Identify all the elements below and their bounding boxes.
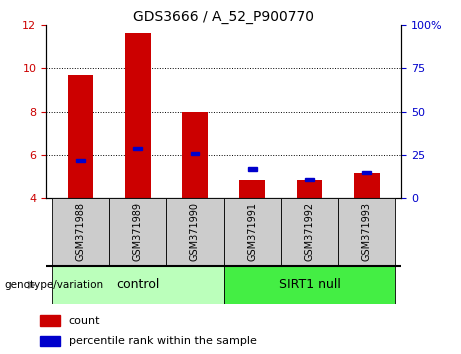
Bar — [239, 180, 265, 198]
Bar — [68, 75, 93, 198]
Bar — [76, 159, 85, 162]
FancyBboxPatch shape — [52, 266, 224, 304]
Bar — [40, 315, 60, 326]
FancyBboxPatch shape — [224, 266, 396, 304]
Text: control: control — [116, 279, 160, 291]
Bar — [354, 173, 379, 198]
Text: GSM371988: GSM371988 — [76, 202, 85, 261]
Bar — [191, 152, 199, 155]
Text: percentile rank within the sample: percentile rank within the sample — [69, 336, 257, 346]
Text: genotype/variation: genotype/variation — [5, 280, 104, 290]
Text: GSM371992: GSM371992 — [304, 202, 314, 262]
Bar — [248, 167, 256, 171]
FancyBboxPatch shape — [52, 198, 109, 266]
Text: GSM371989: GSM371989 — [133, 202, 143, 261]
Text: GSM371991: GSM371991 — [247, 202, 257, 261]
FancyBboxPatch shape — [109, 198, 166, 266]
FancyBboxPatch shape — [224, 198, 281, 266]
Bar — [125, 33, 151, 198]
FancyBboxPatch shape — [166, 198, 224, 266]
Text: GSM371993: GSM371993 — [362, 202, 372, 261]
Bar — [296, 180, 322, 198]
FancyBboxPatch shape — [338, 198, 396, 266]
Bar — [182, 112, 208, 198]
Text: count: count — [69, 316, 100, 326]
Text: SIRT1 null: SIRT1 null — [278, 279, 340, 291]
Bar — [305, 178, 314, 182]
Bar — [40, 336, 60, 346]
Title: GDS3666 / A_52_P900770: GDS3666 / A_52_P900770 — [133, 10, 314, 24]
FancyBboxPatch shape — [281, 198, 338, 266]
Text: GSM371990: GSM371990 — [190, 202, 200, 261]
Bar — [133, 147, 142, 150]
Bar — [362, 171, 371, 174]
